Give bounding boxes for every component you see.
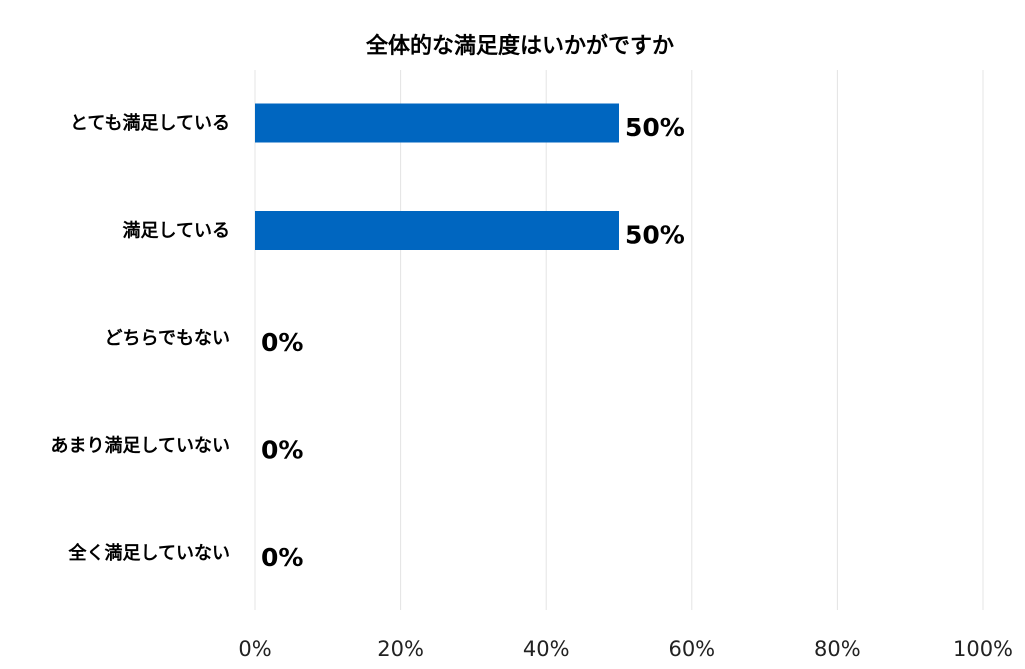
chart-title: 全体的な満足度はいかがですか: [365, 33, 674, 59]
data-label: 0%: [261, 543, 303, 572]
x-tick-label: 100%: [953, 637, 1013, 661]
data-label: 50%: [625, 221, 685, 250]
category-label: とても満足している: [70, 112, 230, 134]
category-label: 満足している: [123, 220, 230, 242]
data-label: 0%: [261, 436, 303, 465]
gridlines: [254, 70, 984, 610]
x-tick-label: 60%: [668, 637, 715, 661]
data-label: 0%: [261, 328, 303, 357]
x-tick-label: 80%: [814, 637, 861, 661]
x-tick-label: 40%: [523, 637, 570, 661]
bar: [255, 103, 619, 143]
bars: [255, 103, 619, 250]
category-labels: とても満足している満足しているどちらでもないあまり満足していない全く満足していな…: [51, 112, 230, 564]
data-label: 50%: [625, 113, 685, 142]
x-tick-label: 0%: [238, 637, 271, 661]
bar: [255, 211, 619, 250]
category-label: 全く満足していない: [68, 542, 230, 564]
x-tick-label: 20%: [377, 637, 424, 661]
x-axis-ticks: 0% 20% 40% 60% 80% 100%: [238, 637, 1013, 661]
category-label: どちらでもない: [105, 328, 230, 349]
data-labels: 50% 50% 0% 0% 0%: [261, 113, 685, 572]
category-label: あまり満足していない: [51, 435, 230, 457]
